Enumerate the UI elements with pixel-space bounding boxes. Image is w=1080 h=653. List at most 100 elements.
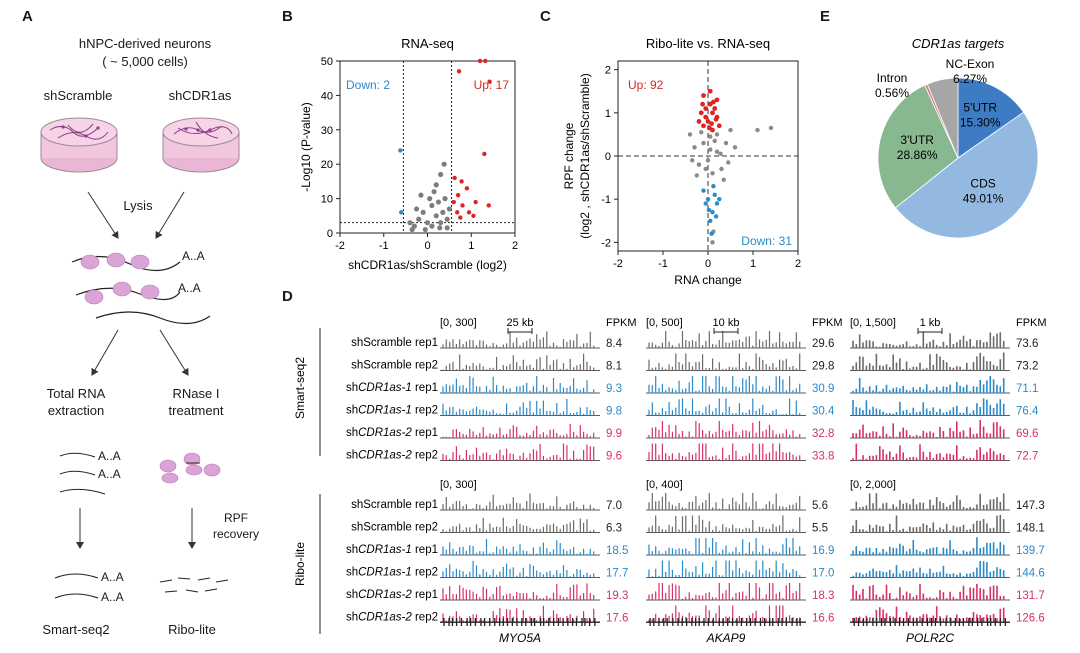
poly-a-label-4: A..A (98, 467, 121, 481)
exon (498, 618, 501, 626)
exon (736, 618, 738, 626)
condition-left-label: shScramble (43, 88, 113, 103)
exon (525, 618, 527, 626)
exon (483, 618, 486, 626)
up-count-label: Up: 17 (474, 78, 510, 92)
ns-point (442, 196, 448, 202)
exon (686, 618, 688, 626)
coverage-bars (442, 605, 595, 623)
gene-name: POLR2C (906, 631, 954, 645)
chart-title: RNA-seq (401, 36, 454, 51)
x-tick-label: -2 (335, 240, 345, 252)
up-point (451, 199, 456, 205)
ns-point (444, 216, 450, 222)
coverage-bars (442, 376, 595, 393)
exon (731, 618, 734, 626)
fpkm-value: 5.5 (812, 523, 828, 535)
track-row-label: shCDR1as-1 rep1 (346, 382, 438, 394)
y-tick-label: 30 (321, 125, 333, 137)
ribo-vs-rna-scatter: Ribo-lite vs. RNA-seq -2 -1 0 1 2 -2 -1 0 1 2 Up: 9… (562, 36, 801, 287)
coverage-bars (648, 583, 801, 600)
condition-right-label: shCDR1as (168, 88, 232, 103)
ns-point (705, 158, 711, 163)
coverage-bars (442, 583, 595, 600)
exon (707, 618, 710, 626)
exon (1004, 618, 1007, 626)
y-tick-label: -2 (601, 237, 611, 249)
exon (866, 618, 868, 626)
pie-label: 3'UTR (900, 133, 934, 147)
up-point (452, 175, 457, 181)
ns-point (710, 171, 715, 176)
ns-point (728, 127, 733, 133)
up-point (456, 69, 462, 74)
down-point (701, 188, 706, 193)
exon (746, 618, 748, 626)
exon (902, 618, 905, 626)
exon (543, 618, 545, 626)
up-point (458, 215, 463, 220)
coverage-bars (852, 398, 1005, 416)
coverage-bars (442, 539, 595, 555)
up-point (712, 106, 718, 111)
exon (539, 618, 542, 626)
exon (681, 618, 683, 626)
ns-point (429, 223, 435, 229)
exon (722, 618, 724, 626)
exon (958, 618, 961, 626)
poly-a-label-3: A..A (98, 449, 121, 463)
exon (976, 618, 979, 626)
fpkm-value: 18.3 (812, 590, 834, 602)
exon (712, 618, 714, 626)
exon (994, 618, 996, 626)
exon (455, 618, 458, 626)
exon (691, 618, 693, 626)
exon (511, 618, 514, 626)
ns-point (446, 206, 452, 212)
exon (581, 618, 583, 626)
exon (875, 618, 878, 626)
track-row-label: shCDR1as-2 rep1 (346, 427, 438, 439)
fpkm-header: FPKM (812, 317, 843, 329)
exon (594, 618, 596, 626)
petri-dish-right (162, 117, 240, 173)
track-row-label: shScramble rep1 (351, 337, 438, 349)
exon (562, 618, 564, 626)
ns-point (768, 125, 774, 131)
y-tick-label: 40 (321, 90, 333, 102)
coverage-bars (648, 515, 801, 533)
exon (552, 618, 555, 626)
y-tick-label: -1 (601, 194, 611, 206)
exon (791, 618, 793, 626)
coverage-bars (442, 493, 595, 510)
coverage-bars (852, 537, 1005, 555)
ns-point (721, 177, 726, 182)
exon (460, 618, 463, 626)
up-point (698, 110, 704, 116)
exon (898, 618, 901, 626)
fpkm-value: 69.6 (1016, 428, 1038, 440)
up-point (705, 119, 711, 124)
coverage-bars (852, 561, 1005, 578)
down-point (399, 210, 404, 215)
pie-value-label: 15.30% (960, 115, 1001, 129)
exon (862, 618, 865, 626)
y-axis-label: -Log10 (P-value) (299, 102, 313, 191)
down-point (705, 196, 711, 202)
exon (934, 618, 937, 626)
exon (480, 618, 482, 626)
pie-label: 5'UTR (963, 100, 997, 114)
exon (672, 618, 674, 626)
exon (740, 618, 743, 626)
ns-point (687, 132, 693, 137)
down-point (712, 192, 717, 198)
down-point (706, 207, 712, 213)
scale-bar-label: 1 kb (920, 317, 941, 329)
pie-slice-cds (894, 111, 1039, 239)
fpkm-value: 17.0 (812, 568, 834, 580)
coverage-bars (852, 606, 1005, 623)
ns-point (435, 199, 442, 205)
coverage-bars (442, 331, 595, 348)
exon (718, 618, 720, 626)
